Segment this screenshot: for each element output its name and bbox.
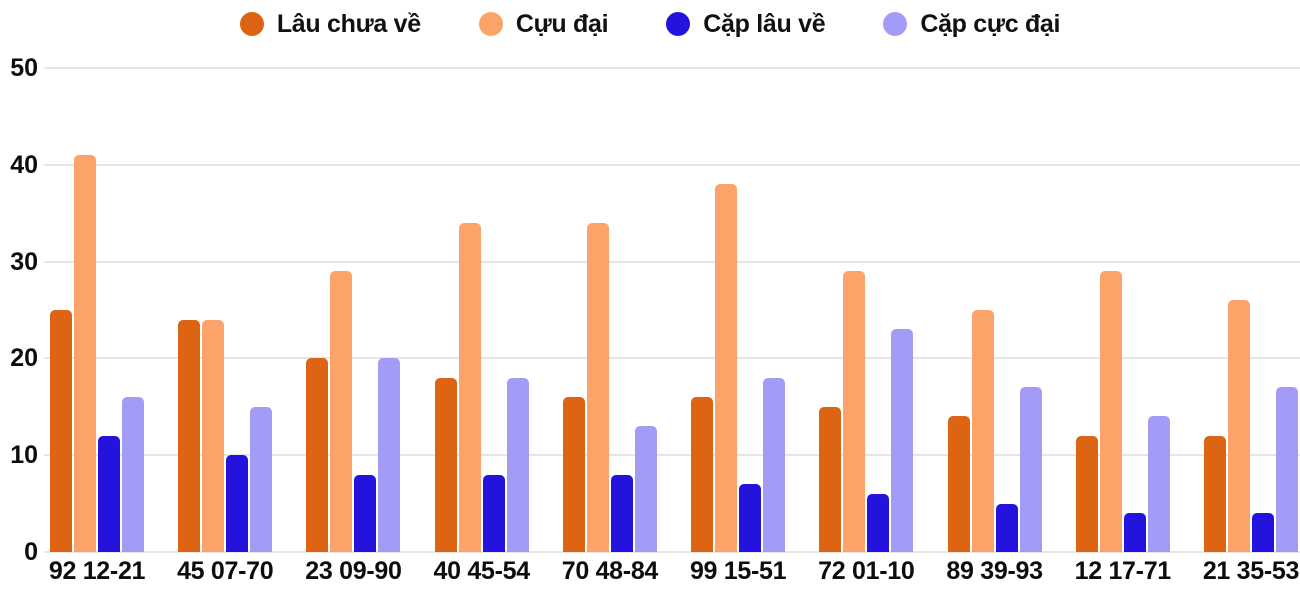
bar-99_15-51-series-3[interactable] — [763, 377, 786, 552]
bar-40_45-54-series-1[interactable] — [458, 222, 481, 552]
bar-21_35-53-series-1[interactable] — [1227, 300, 1250, 552]
bar-group-6: 72 01-10 — [818, 0, 915, 585]
x-axis-category-label: 72 01-10 — [818, 557, 915, 585]
bar-group-2: 23 09-90 — [305, 0, 402, 585]
bar-92_12-21-series-0[interactable] — [50, 310, 72, 552]
y-axis-tick-label: 10 — [10, 441, 38, 470]
bar-89_39-93-series-1[interactable] — [971, 310, 994, 552]
legend-item-0[interactable]: Lâu chưa về — [239, 9, 421, 39]
legend-color-dot-icon — [666, 12, 691, 36]
bar-23_09-90-series-3[interactable] — [378, 358, 401, 552]
legend-item-2[interactable]: Cặp lâu về — [666, 9, 826, 39]
chart-legend: Lâu chưa về Cựu đại Cặp lâu về Cặp cực đại — [0, 4, 1300, 44]
bar-group-1: 45 07-70 — [177, 0, 274, 585]
bar-45_07-70-series-2[interactable] — [226, 455, 249, 552]
bar-12_17-71-series-0[interactable] — [1075, 435, 1098, 552]
bar-group-0: 92 12-21 — [49, 0, 145, 585]
gridline-y-40 — [44, 163, 1300, 166]
x-axis-category-label: 12 17-71 — [1074, 557, 1172, 585]
legend-item-1[interactable]: Cựu đại — [478, 9, 609, 39]
bar-45_07-70-series-0[interactable] — [178, 319, 201, 552]
x-axis-category-label: 40 45-54 — [433, 557, 531, 585]
bar-group-3: 40 45-54 — [434, 0, 530, 585]
y-axis-tick-label: 0 — [24, 538, 38, 566]
bar-group-8: 12 17-71 — [1075, 0, 1171, 585]
bar-12_17-71-series-2[interactable] — [1123, 513, 1146, 552]
bar-12_17-71-series-3[interactable] — [1147, 416, 1170, 552]
x-axis-category-label: 23 09-90 — [305, 557, 402, 585]
y-axis-tick-label: 50 — [10, 54, 38, 82]
bar-70_48-84-series-2[interactable] — [610, 474, 633, 552]
bar-92_12-21-series-3[interactable] — [122, 397, 144, 552]
gridline-y-0 — [44, 551, 1300, 553]
legend-label: Lâu chưa về — [276, 9, 421, 38]
x-axis-category-label: 99 15-51 — [689, 557, 787, 585]
bar-70_48-84-series-0[interactable] — [562, 397, 585, 552]
legend-label: Cựu đại — [515, 9, 609, 38]
bar-group-4: 70 48-84 — [562, 0, 658, 585]
bar-40_45-54-series-2[interactable] — [482, 474, 505, 552]
x-axis-category-label: 89 39-93 — [946, 557, 1043, 585]
gridline-y-10 — [44, 454, 1300, 457]
bar-12_17-71-series-1[interactable] — [1099, 271, 1122, 552]
legend-item-3[interactable]: Cặp cực đại — [883, 10, 1060, 39]
bar-89_39-93-series-2[interactable] — [995, 503, 1018, 552]
bar-99_15-51-series-2[interactable] — [739, 484, 762, 552]
bar-21_35-53-series-3[interactable] — [1275, 387, 1298, 552]
bar-92_12-21-series-2[interactable] — [98, 435, 120, 552]
gridline-y-30 — [44, 260, 1300, 263]
bar-99_15-51-series-1[interactable] — [715, 184, 738, 552]
bar-99_15-51-series-0[interactable] — [691, 397, 714, 552]
bar-21_35-53-series-2[interactable] — [1251, 513, 1274, 552]
x-axis-category-label: 45 07-70 — [177, 557, 274, 585]
bar-89_39-93-series-0[interactable] — [947, 416, 970, 552]
x-axis-category-label: 70 48-84 — [561, 557, 659, 585]
bar-72_01-10-series-0[interactable] — [819, 406, 842, 552]
bar-92_12-21-series-1[interactable] — [74, 155, 96, 552]
bar-72_01-10-series-2[interactable] — [867, 493, 890, 552]
bar-70_48-84-series-1[interactable] — [586, 222, 609, 552]
legend-color-dot-icon — [239, 12, 264, 36]
bar-23_09-90-series-2[interactable] — [354, 474, 377, 552]
bar-group-7: 89 39-93 — [946, 0, 1043, 585]
x-axis-category-label: 21 35-53 — [1202, 557, 1300, 585]
bar-40_45-54-series-3[interactable] — [506, 377, 529, 552]
gridline-y-50 — [44, 67, 1300, 69]
y-axis-tick-label: 40 — [10, 150, 38, 179]
bar-72_01-10-series-3[interactable] — [891, 329, 914, 552]
x-axis-category-label: 92 12-21 — [48, 557, 146, 585]
y-axis-tick-label: 30 — [10, 247, 38, 276]
gridline-y-20 — [44, 357, 1300, 360]
legend-label: Cặp cực đại — [920, 9, 1061, 38]
bar-group-9: 21 35-53 — [1203, 0, 1299, 585]
bar-45_07-70-series-1[interactable] — [202, 319, 225, 552]
bar-40_45-54-series-0[interactable] — [434, 377, 457, 552]
bar-21_35-53-series-0[interactable] — [1203, 435, 1226, 552]
bar-group-5: 99 15-51 — [690, 0, 787, 585]
legend-label: Cặp lâu về — [703, 9, 826, 38]
bar-70_48-84-series-3[interactable] — [634, 426, 657, 552]
bar-23_09-90-series-1[interactable] — [330, 271, 353, 552]
legend-color-dot-icon — [883, 12, 908, 36]
bar-45_07-70-series-3[interactable] — [250, 406, 273, 552]
bar-72_01-10-series-1[interactable] — [843, 271, 866, 552]
bar-89_39-93-series-3[interactable] — [1019, 387, 1042, 552]
chart-plot-area: 92 12-21 45 07-70 23 09-90 40 45-54 70 48-84… — [49, 0, 1299, 585]
legend-color-dot-icon — [478, 12, 503, 36]
y-axis-tick-label: 20 — [10, 344, 38, 373]
bar-23_09-90-series-0[interactable] — [306, 358, 329, 552]
